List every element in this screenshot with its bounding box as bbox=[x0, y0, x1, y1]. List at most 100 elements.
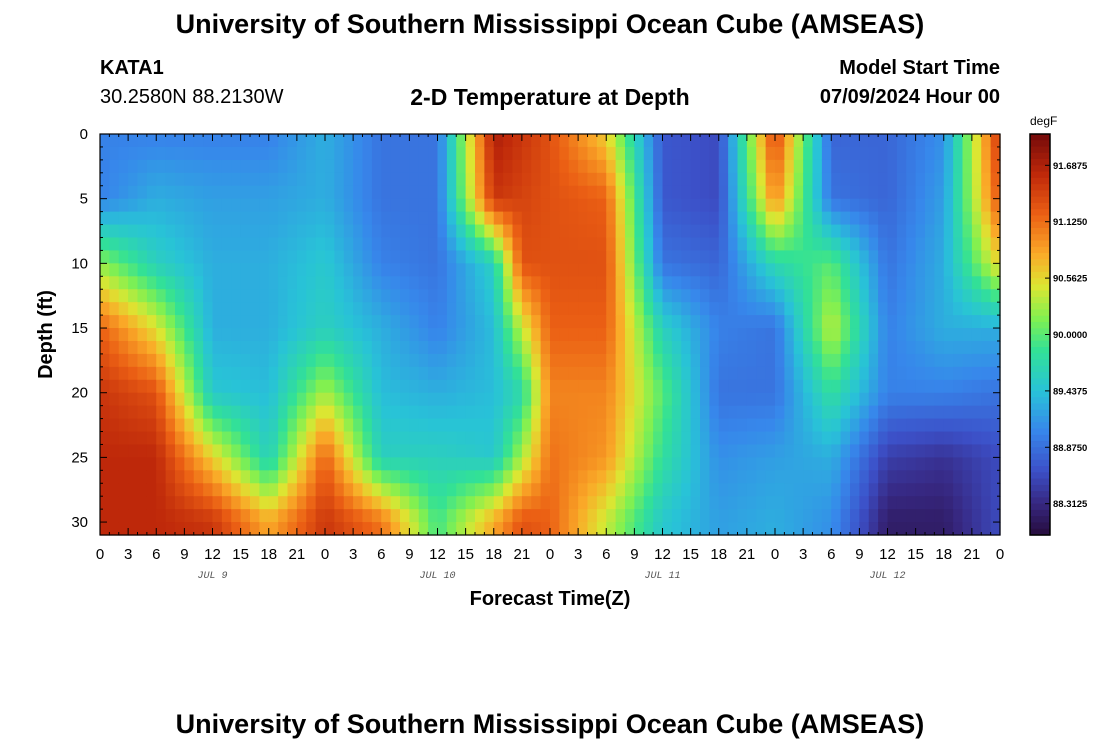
heatmap-cell bbox=[831, 159, 842, 174]
heatmap-cell bbox=[915, 198, 926, 213]
heatmap-cell bbox=[971, 198, 982, 213]
heatmap-cell bbox=[465, 263, 476, 277]
heatmap-cell bbox=[643, 302, 654, 316]
heatmap-cell bbox=[606, 146, 617, 161]
heatmap-cell bbox=[128, 509, 139, 523]
heatmap-cell bbox=[184, 366, 195, 381]
heatmap-cell bbox=[625, 431, 635, 446]
heatmap-cell bbox=[793, 405, 804, 420]
heatmap-cell bbox=[165, 276, 176, 290]
heatmap-cell bbox=[343, 172, 354, 187]
heatmap-cell bbox=[315, 379, 326, 394]
heatmap-cell bbox=[475, 457, 485, 471]
heatmap-cell bbox=[371, 509, 382, 523]
heatmap-cell bbox=[962, 237, 973, 252]
heatmap-cell bbox=[859, 522, 870, 536]
heatmap-cell bbox=[165, 172, 176, 187]
heatmap-cell bbox=[850, 224, 860, 239]
heatmap-cell bbox=[906, 224, 917, 239]
heatmap-cell bbox=[184, 250, 195, 264]
heatmap-cell bbox=[287, 509, 298, 523]
heatmap-cell bbox=[737, 302, 748, 316]
heatmap-cell bbox=[353, 366, 364, 381]
heatmap-cell bbox=[803, 444, 814, 458]
heatmap-cell bbox=[709, 509, 720, 523]
heatmap-cell bbox=[718, 418, 729, 433]
heatmap-cell bbox=[240, 431, 251, 446]
heatmap-cell bbox=[840, 328, 851, 342]
heatmap-cell bbox=[606, 392, 617, 407]
heatmap-cell bbox=[381, 263, 392, 277]
heatmap-cell bbox=[625, 509, 635, 523]
heatmap-cell bbox=[962, 392, 973, 407]
heatmap-cell bbox=[240, 198, 251, 213]
colorbar-segment bbox=[1030, 184, 1050, 191]
day-label: JUL 11 bbox=[644, 571, 680, 582]
day-label: JUL 10 bbox=[419, 571, 455, 582]
heatmap-cell bbox=[859, 470, 870, 484]
heatmap-cell bbox=[465, 379, 476, 394]
heatmap-cell bbox=[643, 134, 654, 148]
heatmap-cell bbox=[240, 237, 251, 252]
heatmap-cell bbox=[831, 392, 842, 407]
heatmap-cell bbox=[362, 418, 373, 433]
heatmap-cell bbox=[671, 198, 682, 213]
heatmap-cell bbox=[728, 509, 739, 523]
heatmap-cell bbox=[859, 302, 870, 316]
heatmap-cell bbox=[587, 276, 598, 290]
heatmap-cell bbox=[409, 250, 420, 264]
heatmap-cell bbox=[512, 340, 523, 355]
heatmap-cell bbox=[578, 353, 589, 368]
heatmap-cell bbox=[934, 340, 945, 355]
heatmap-cell bbox=[587, 328, 598, 342]
heatmap-cell bbox=[512, 392, 523, 407]
heatmap-cell bbox=[775, 418, 785, 433]
heatmap-cell bbox=[578, 250, 589, 264]
heatmap-cell bbox=[915, 250, 926, 264]
heatmap-cell bbox=[221, 392, 232, 407]
heatmap-cell bbox=[662, 211, 673, 226]
heatmap-cell bbox=[231, 470, 242, 484]
heatmap-cell bbox=[887, 418, 898, 433]
heatmap-cell bbox=[690, 444, 701, 458]
heatmap-cell bbox=[100, 405, 110, 420]
heatmap-cell bbox=[812, 263, 823, 277]
heatmap-cell bbox=[484, 250, 495, 264]
heatmap-cell bbox=[203, 146, 214, 161]
heatmap-cell bbox=[934, 134, 945, 148]
heatmap-cell bbox=[700, 263, 710, 277]
heatmap-cell bbox=[268, 276, 279, 290]
heatmap-cell bbox=[353, 483, 364, 497]
heatmap-cell bbox=[137, 250, 148, 264]
heatmap-cell bbox=[109, 392, 120, 407]
heatmap-cell bbox=[156, 509, 167, 523]
heatmap-cell bbox=[756, 198, 767, 213]
heatmap-cell bbox=[568, 392, 579, 407]
heatmap-cell bbox=[400, 198, 410, 213]
heatmap-cell bbox=[587, 289, 598, 303]
colorbar-segment bbox=[1030, 340, 1050, 348]
heatmap-cell bbox=[400, 340, 410, 355]
heatmap-cell bbox=[118, 237, 129, 252]
heatmap-cell bbox=[709, 159, 720, 174]
heatmap-cell bbox=[343, 276, 354, 290]
heatmap-cell bbox=[531, 483, 542, 497]
heatmap-cell bbox=[540, 379, 551, 394]
heatmap-cell bbox=[400, 444, 410, 458]
heatmap-cell bbox=[953, 289, 964, 303]
heatmap-cell bbox=[653, 340, 664, 355]
heatmap-cell bbox=[531, 159, 542, 174]
heatmap-cell bbox=[287, 198, 298, 213]
heatmap-cell bbox=[953, 250, 964, 264]
heatmap-cell bbox=[709, 250, 720, 264]
heatmap-cell bbox=[896, 457, 907, 471]
heatmap-cell bbox=[287, 522, 298, 536]
heatmap-cell bbox=[484, 328, 495, 342]
heatmap-cell bbox=[690, 134, 701, 148]
heatmap-cell bbox=[493, 366, 504, 381]
heatmap-cell bbox=[193, 483, 204, 497]
heatmap-cell bbox=[793, 289, 804, 303]
heatmap-cell bbox=[568, 379, 579, 394]
heatmap-cell bbox=[625, 470, 635, 484]
heatmap-cell bbox=[109, 315, 120, 329]
